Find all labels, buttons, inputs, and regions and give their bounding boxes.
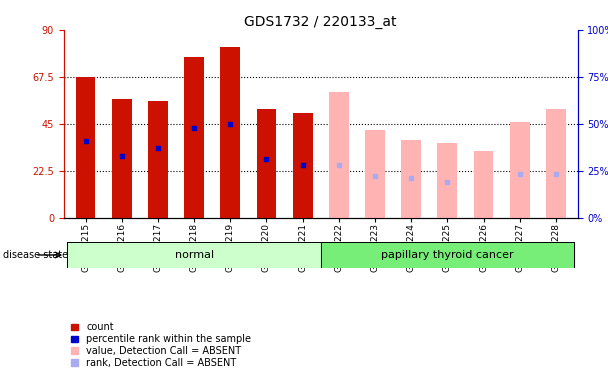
Bar	[67, 242, 321, 268]
Bar	[365, 130, 385, 218]
Bar	[437, 142, 457, 218]
Bar	[321, 242, 574, 268]
Text: disease state: disease state	[3, 250, 68, 260]
Bar	[112, 99, 132, 218]
Bar	[401, 140, 421, 218]
Bar	[510, 122, 530, 218]
Text: papillary thyroid cancer: papillary thyroid cancer	[381, 250, 514, 260]
Bar	[292, 113, 313, 218]
Bar	[75, 77, 95, 218]
Bar	[257, 109, 277, 217]
Text: normal: normal	[174, 250, 213, 260]
Bar	[148, 101, 168, 217]
Bar	[220, 46, 240, 217]
Bar	[329, 93, 349, 218]
Title: GDS1732 / 220133_at: GDS1732 / 220133_at	[244, 15, 397, 29]
Legend: count, percentile rank within the sample, value, Detection Call = ABSENT, rank, : count, percentile rank within the sample…	[69, 320, 253, 370]
Bar	[474, 151, 494, 217]
Bar	[546, 109, 566, 217]
Bar	[184, 57, 204, 217]
